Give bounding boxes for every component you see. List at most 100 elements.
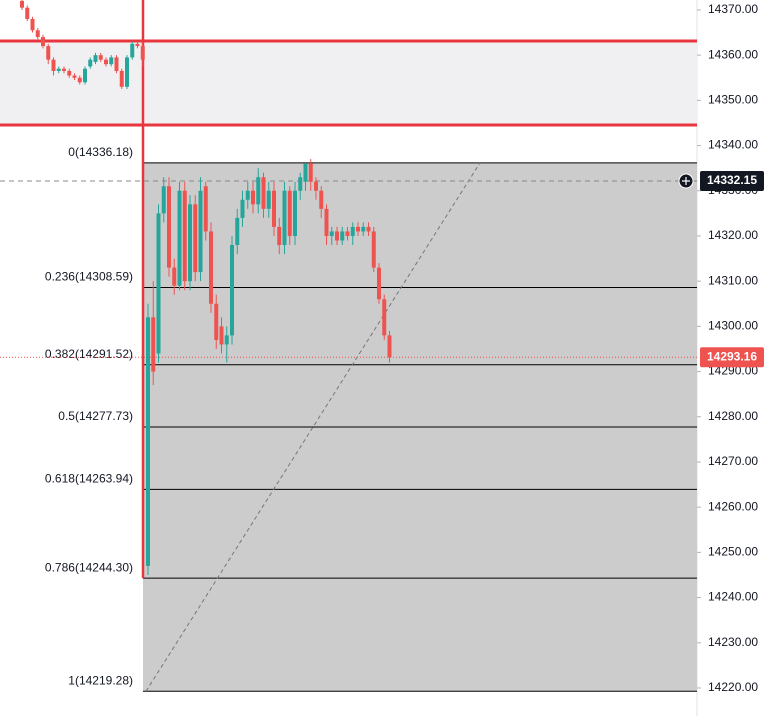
fib-level-label: 0.382(14291.52) (45, 347, 133, 361)
candle-body (266, 190, 271, 209)
candle-body (235, 217, 240, 245)
last-price-box (700, 347, 764, 368)
candle-body (46, 46, 51, 60)
candle-body (387, 335, 392, 358)
candle-body (151, 317, 156, 372)
candle-body (41, 37, 45, 47)
candle-body (282, 190, 287, 245)
candle-body (293, 190, 297, 236)
crosshair-label: 14332.15 (707, 173, 757, 187)
y-tick-label: 14230.00 (708, 635, 758, 649)
candle-body (224, 335, 229, 345)
candle-body (20, 0, 24, 8)
candle-body (35, 30, 40, 38)
candle-body (83, 68, 87, 83)
candle-body (277, 226, 282, 245)
y-tick-label: 14300.00 (708, 319, 758, 333)
candle-body (119, 70, 124, 87)
trend-line (145, 162, 481, 692)
candle-body (135, 43, 140, 47)
candle-body (98, 55, 103, 60)
y-tick-label: 14360.00 (708, 47, 758, 61)
candle-body (172, 267, 177, 286)
candle-body (88, 59, 93, 67)
price-axis: 14220.00 14230.00 14240.00 14250.00 14260.00… (678, 2, 764, 694)
candle-body (209, 231, 213, 304)
candle-body (356, 226, 360, 232)
candle-body (198, 190, 203, 273)
y-tick-label: 14310.00 (708, 273, 758, 287)
y-tick-label: 14370.00 (708, 2, 758, 16)
candle-body (188, 204, 192, 282)
y-tick-label: 14280.00 (708, 409, 758, 423)
candle-body (77, 77, 82, 83)
candle-body (371, 231, 376, 268)
candle-body (314, 181, 318, 191)
candle-body (345, 231, 350, 236)
candle-body (245, 190, 250, 200)
candle-body (329, 231, 334, 236)
y-tick-label: 14250.00 (708, 545, 758, 559)
candle-body (319, 190, 324, 209)
candle-body (30, 18, 35, 31)
candle-body (156, 213, 161, 354)
candle-body (182, 190, 187, 282)
candle-body (272, 190, 276, 227)
y-tick-label: 14270.00 (708, 454, 758, 468)
candle-body (109, 57, 114, 65)
fib-level-label: 0.786(14244.30) (45, 560, 133, 574)
candle-body (251, 190, 255, 205)
candle-body (287, 190, 292, 236)
candle-body (56, 68, 61, 71)
candle-body (72, 75, 77, 78)
candle-body (167, 186, 171, 268)
y-tick-label: 14220.00 (708, 680, 758, 694)
fib-level-label: 0.5(14277.73) (58, 409, 133, 423)
candle-body (146, 317, 150, 566)
candle-body (361, 226, 366, 232)
y-tick-label: 14240.00 (708, 590, 758, 604)
candle-body (256, 177, 261, 205)
candle-body (104, 59, 108, 65)
y-tick-label: 14340.00 (708, 138, 758, 152)
last-price-label: 14293.16 (707, 349, 757, 363)
candle-body (51, 59, 56, 71)
candle-body (140, 46, 145, 60)
candle-body (93, 55, 98, 62)
candle-body (377, 267, 381, 300)
fib-level-label: 0.236(14308.59) (45, 270, 133, 284)
candle-body (230, 244, 234, 336)
candle-body (350, 226, 355, 236)
y-tick-label: 14350.00 (708, 93, 758, 107)
candle-body (240, 199, 245, 218)
candle-body (62, 68, 66, 71)
candles (20, 0, 392, 575)
add-alert-icon (682, 177, 690, 186)
candle-body (324, 208, 329, 236)
candle-body (25, 7, 30, 19)
fib-retracement: 0(14336.18) 0.236(14308.59) 0.382(14291.52… (0, 0, 697, 692)
fib-level-label: 0(14336.18) (68, 145, 133, 159)
candle-body (382, 299, 387, 336)
fib-level-label: 0.618(14263.94) (45, 472, 133, 486)
candle-body (261, 177, 266, 209)
candle-body (219, 326, 224, 345)
fib-level-label: 1(14219.28) (68, 673, 133, 687)
candle-body (125, 57, 129, 87)
y-tick-label: 14320.00 (708, 228, 758, 242)
candle-body (67, 70, 72, 76)
candle-body (193, 204, 198, 273)
candle-body (308, 163, 313, 182)
candle-body (203, 186, 208, 232)
zone-box (0, 41, 697, 125)
candle-body (214, 303, 219, 340)
candle-body (161, 186, 166, 214)
candle-body (114, 57, 119, 71)
y-tick-label: 14260.00 (708, 499, 758, 513)
candle-body (298, 177, 303, 191)
candle-body (303, 163, 308, 182)
candle-body (335, 231, 339, 241)
candle-body (130, 43, 135, 58)
candle-body (340, 231, 345, 241)
